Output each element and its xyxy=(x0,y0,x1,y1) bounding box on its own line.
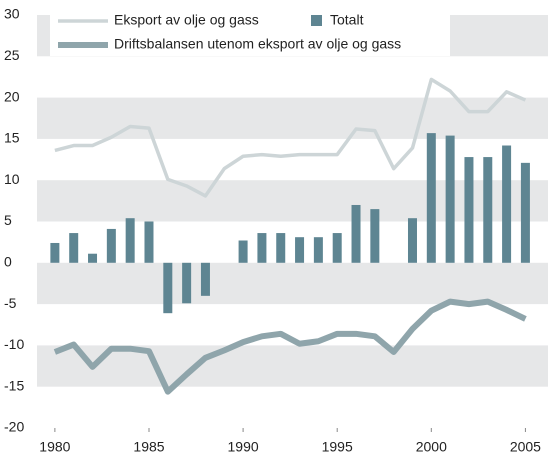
x-tick-label: 1980 xyxy=(39,439,70,455)
bar xyxy=(238,240,248,263)
bar xyxy=(370,209,380,263)
y-tick-label: 30 xyxy=(4,6,20,22)
band xyxy=(37,180,548,222)
y-tick-label: -5 xyxy=(4,295,17,311)
y-tick-label: 25 xyxy=(4,47,20,63)
x-tick-label: 1995 xyxy=(322,439,353,455)
bar xyxy=(426,133,436,263)
bar xyxy=(144,221,154,263)
x-tick-label: 1985 xyxy=(133,439,164,455)
band xyxy=(37,345,548,387)
bar xyxy=(332,233,342,263)
band xyxy=(37,262,548,305)
y-tick-label: 15 xyxy=(4,130,20,146)
bar xyxy=(182,262,192,304)
bar xyxy=(464,157,474,263)
bar xyxy=(106,228,116,263)
bar xyxy=(445,135,455,263)
bar xyxy=(50,242,60,263)
bar xyxy=(125,218,135,263)
legend-label: Eksport av olje og gass xyxy=(114,12,259,28)
x-tick-label: 1990 xyxy=(228,439,259,455)
legend-bg xyxy=(50,8,450,56)
y-tick-label: -10 xyxy=(4,336,24,352)
bar xyxy=(483,157,493,263)
bar xyxy=(88,253,98,263)
y-tick-label: -20 xyxy=(4,419,24,435)
bar xyxy=(520,162,530,263)
y-tick-label: 5 xyxy=(4,212,12,228)
bar xyxy=(257,233,267,263)
bar xyxy=(200,262,210,296)
y-tick-label: 10 xyxy=(4,171,20,187)
legend-label: Totalt xyxy=(330,12,364,28)
bar xyxy=(502,145,512,263)
bar xyxy=(407,218,417,263)
bar xyxy=(276,233,286,263)
line xyxy=(54,77,527,198)
x-tick-label: 2000 xyxy=(416,439,447,455)
bar xyxy=(313,237,323,263)
y-tick-label: 20 xyxy=(4,88,20,104)
y-tick-label: -15 xyxy=(4,377,24,393)
bar xyxy=(351,204,361,263)
legend-swatch xyxy=(311,15,322,26)
bar xyxy=(295,237,305,263)
band xyxy=(37,97,548,139)
line xyxy=(53,298,527,395)
legend-label: Driftsbalansen utenom eksport av olje og… xyxy=(114,36,401,52)
y-tick-label: 0 xyxy=(4,254,12,270)
bar xyxy=(69,233,79,263)
x-tick-label: 2005 xyxy=(510,439,541,455)
bar xyxy=(163,262,173,314)
